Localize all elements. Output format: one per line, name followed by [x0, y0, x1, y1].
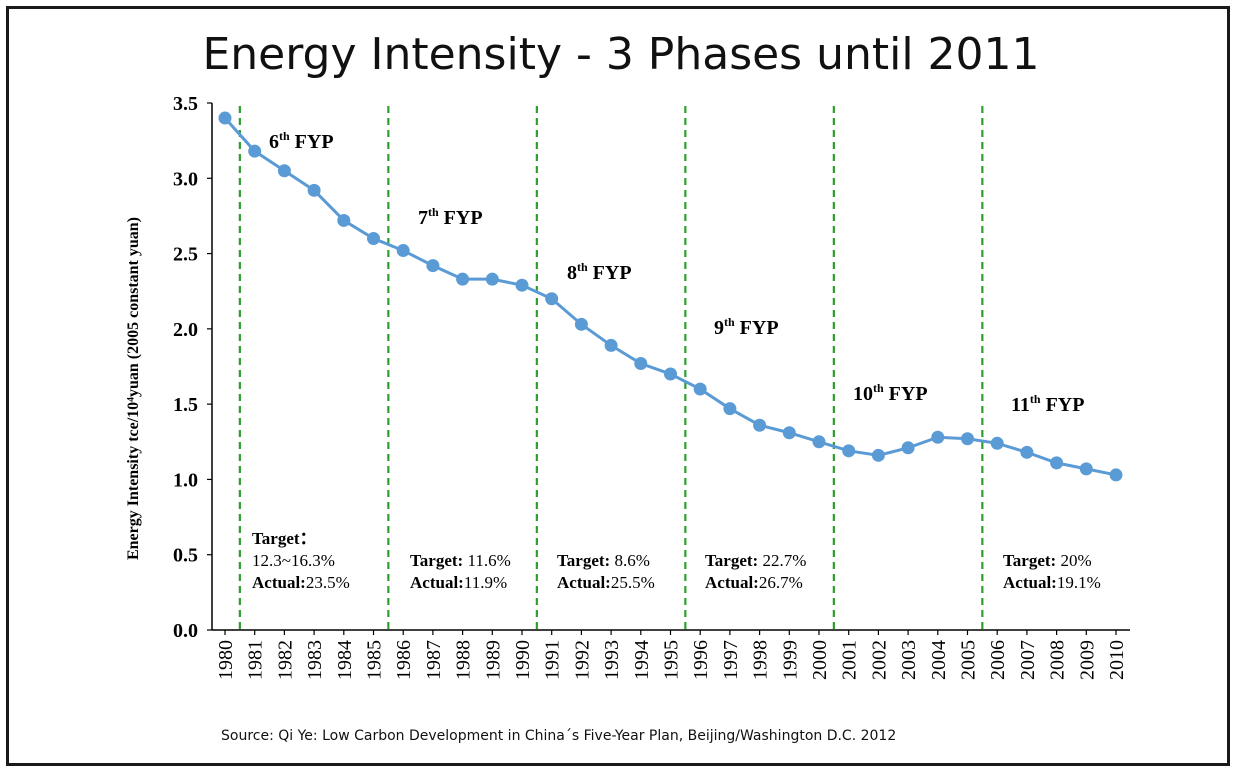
data-point: [218, 111, 232, 125]
x-tick-label: 2002: [868, 640, 890, 680]
phase-target: Target: 22.7%: [705, 551, 806, 570]
data-point: [337, 213, 351, 227]
x-tick-label: 1983: [304, 640, 326, 680]
x-tick-label: 1989: [482, 640, 504, 680]
phase-actual: Actual:11.9%: [410, 573, 507, 592]
data-point: [1079, 462, 1093, 476]
phase-label: 8th FYP: [567, 260, 632, 284]
data-point: [485, 272, 499, 286]
x-tick-label: 1996: [690, 640, 712, 680]
x-tick-label: 1984: [334, 640, 356, 680]
data-point: [664, 367, 677, 381]
x-tick-label: 1981: [245, 640, 267, 680]
slide-title: Energy Intensity - 3 Phases until 2011: [202, 29, 1040, 80]
x-tick-label: 1998: [750, 640, 772, 680]
y-tick-label: 1.0: [173, 469, 198, 491]
x-tick-label: 1985: [364, 640, 386, 680]
y-tick-label: 2.5: [173, 244, 198, 266]
x-tick-label: 1992: [571, 640, 593, 680]
data-point: [871, 448, 885, 462]
data-point: [990, 436, 1004, 450]
x-tick-label: 1980: [215, 640, 237, 680]
data-point: [753, 418, 767, 432]
phase-actual: Actual:26.7%: [705, 573, 803, 592]
y-tick-label: 0.5: [173, 545, 198, 567]
phase-target: Target: 11.6%: [410, 551, 511, 570]
data-point: [634, 356, 648, 370]
phase-target: Target: 20%: [1003, 551, 1092, 570]
x-tick-label: 1982: [274, 640, 296, 680]
y-tick-label: 3.0: [173, 168, 198, 190]
phase-target: 12.3~16.3%: [252, 551, 335, 570]
data-point: [515, 278, 529, 292]
data-point: [961, 432, 974, 446]
phase-target: Target: 8.6%: [557, 551, 650, 570]
x-tick-label: 1995: [661, 640, 683, 680]
slide-frame: Energy Intensity - 3 Phases until 2011 0…: [6, 6, 1230, 766]
data-point: [574, 317, 588, 331]
x-tick-label: 2003: [898, 640, 920, 680]
phase-label: 7th FYP: [418, 205, 483, 229]
x-tick-label: 1990: [512, 640, 534, 680]
x-tick-label: 1988: [453, 640, 475, 680]
data-point: [426, 259, 440, 273]
x-tick-label: 1991: [542, 640, 564, 680]
data-point: [367, 232, 380, 246]
y-axis-label: Energy Intensity tce/10⁴yuan (2005 const…: [125, 217, 142, 560]
x-tick-label: 2007: [1017, 640, 1039, 680]
phase-label: 9th FYP: [714, 315, 779, 339]
data-point: [723, 402, 737, 416]
phase-label: 11th FYP: [1011, 392, 1084, 416]
data-point: [1050, 456, 1064, 470]
chart: 0.0 0.5 1.0 1.5 2.0 2.5 3.0 3.5 Energy Intensity…: [125, 93, 1130, 680]
data-point: [931, 430, 945, 444]
data-point: [782, 426, 796, 440]
data-point: [604, 338, 618, 352]
data-point: [248, 144, 262, 158]
y-tick-label: 2.0: [173, 319, 198, 341]
phase-label: 10th FYP: [853, 381, 928, 405]
y-tick-label: 1.5: [173, 394, 198, 416]
phase-actual: Actual:23.5%: [252, 573, 350, 592]
data-point: [1109, 468, 1123, 482]
x-tick-label: 2010: [1106, 640, 1128, 680]
x-tick-label: 1994: [631, 640, 653, 680]
x-tick-label: 2009: [1076, 640, 1098, 680]
data-point: [456, 272, 470, 286]
x-tick-label: 2000: [809, 640, 831, 680]
data-point: [693, 382, 707, 396]
data-point: [1020, 445, 1034, 459]
source-note: Source: Qi Ye: Low Carbon Development in…: [221, 728, 897, 744]
data-point: [307, 183, 321, 197]
phase-actual: Actual:25.5%: [557, 573, 655, 592]
data-point: [842, 444, 856, 458]
phase-target: Target：: [252, 529, 317, 548]
x-tick-label: 1993: [601, 640, 623, 680]
x-tick-label: 1997: [720, 640, 742, 680]
x-tick-label: 2008: [1047, 640, 1069, 680]
data-point: [545, 292, 559, 306]
phase-actual: Actual:19.1%: [1003, 573, 1101, 592]
data-point: [812, 435, 826, 449]
x-tick-label: 2001: [839, 640, 861, 680]
x-tick-label: 2004: [928, 640, 950, 680]
x-tick-label: 1999: [779, 640, 801, 680]
x-tick-label: 1987: [423, 640, 445, 680]
data-point: [277, 164, 291, 178]
y-tick-label: 0.0: [173, 620, 198, 642]
data-point: [396, 244, 410, 258]
phase-label: 6th FYP: [269, 129, 334, 153]
x-tick-label: 2006: [987, 640, 1009, 680]
x-tick-label: 2005: [958, 640, 980, 680]
x-tick-label: 1986: [393, 640, 415, 680]
y-tick-label: 3.5: [173, 93, 198, 115]
data-point: [901, 441, 915, 455]
